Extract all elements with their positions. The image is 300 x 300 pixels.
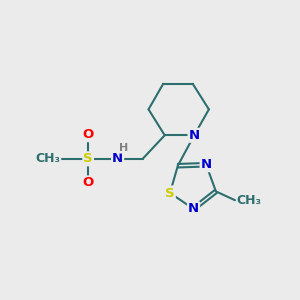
Text: N: N [189,129,200,142]
Text: N: N [201,158,212,171]
Text: N: N [188,202,199,215]
Text: H: H [119,142,129,153]
Text: CH₃: CH₃ [35,152,60,165]
Text: S: S [165,187,175,200]
Text: O: O [82,176,94,190]
Text: CH₃: CH₃ [236,194,262,207]
Text: O: O [82,128,94,141]
Text: S: S [83,152,93,165]
Text: N: N [112,152,123,165]
